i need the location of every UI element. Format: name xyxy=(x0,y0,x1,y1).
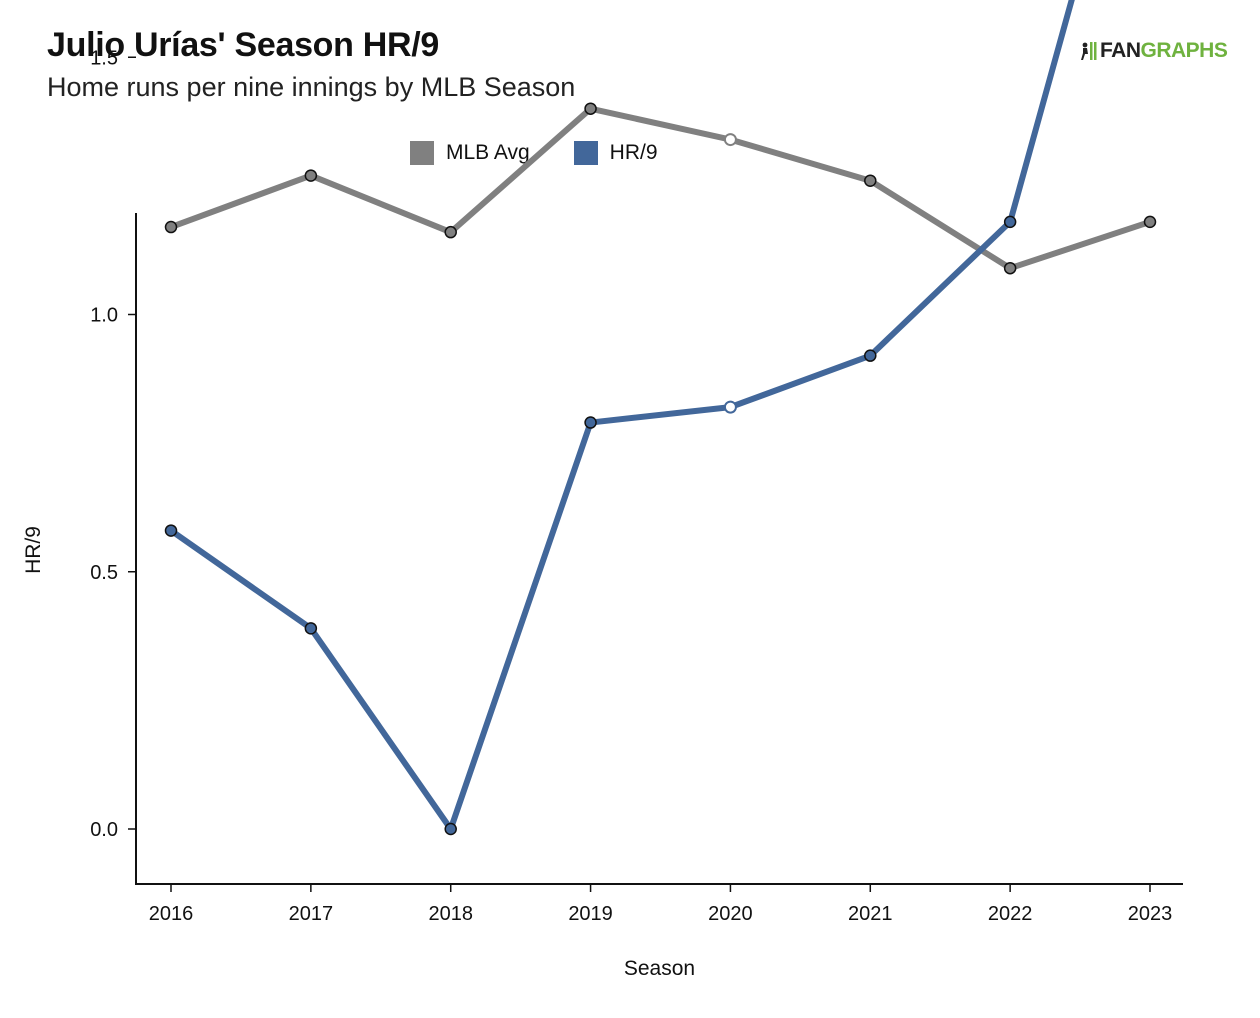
chart-subtitle: Home runs per nine innings by MLB Season xyxy=(47,72,576,102)
data-point-mlb-avg xyxy=(444,225,457,239)
chart-title: Julio Urías' Season HR/9 xyxy=(47,26,440,64)
x-tick-label: 2019 xyxy=(568,903,613,925)
legend: MLB Avg HR/9 xyxy=(410,141,702,165)
x-axis-title: Season xyxy=(624,957,695,980)
y-tick-label: 0.5 xyxy=(90,562,118,584)
y-tick-label: 1.0 xyxy=(90,305,118,327)
y-axis-title: HR/9 xyxy=(22,526,45,574)
series-line-mlb-avg xyxy=(168,105,1153,272)
legend-swatch-hr9 xyxy=(573,141,598,165)
x-tick-label: 2023 xyxy=(1128,903,1173,925)
data-point-mlb-avg xyxy=(304,169,318,182)
data-point-hr-9 xyxy=(1003,215,1017,229)
legend-item-mlb-avg: MLB Avg xyxy=(410,141,530,165)
x-tick-label: 2017 xyxy=(289,903,334,925)
x-tick-label: 2022 xyxy=(988,903,1033,925)
logo-text-graphs: GRAPHS xyxy=(1140,39,1228,62)
data-point-mlb-avg xyxy=(723,133,737,147)
legend-label-hr9: HR/9 xyxy=(609,141,658,164)
data-point-hr-9 xyxy=(584,416,597,429)
x-tick-label: 2021 xyxy=(848,903,893,925)
x-tick-label: 2018 xyxy=(428,903,473,925)
data-point-mlb-avg xyxy=(1143,215,1157,229)
data-point-mlb-avg xyxy=(164,220,178,234)
data-point-mlb-avg xyxy=(584,102,597,115)
legend-label-mlb-avg: MLB Avg xyxy=(446,141,530,164)
x-tick-label: 2020 xyxy=(708,903,753,925)
data-point-mlb-avg xyxy=(864,174,877,187)
fangraphs-logo-icon xyxy=(1081,42,1097,60)
data-point-mlb-avg xyxy=(1003,261,1017,275)
legend-item-hr9: HR/9 xyxy=(573,141,658,165)
y-tick-label: 1.5 xyxy=(90,47,118,69)
data-point-hr-9 xyxy=(304,622,318,635)
x-tick-label: 2016 xyxy=(149,903,194,925)
legend-swatch-mlb-avg xyxy=(410,141,434,165)
data-point-hr-9 xyxy=(164,524,178,537)
data-point-hr-9 xyxy=(864,349,877,362)
logo-text-fan: FAN xyxy=(1100,39,1141,62)
series-line-hr-9 xyxy=(168,0,1075,832)
data-point-hr-9 xyxy=(723,400,737,414)
fangraphs-logo: FAN GRAPHS xyxy=(1078,39,1228,63)
y-tick-label: 0.0 xyxy=(90,819,118,841)
data-point-hr-9 xyxy=(444,822,457,836)
